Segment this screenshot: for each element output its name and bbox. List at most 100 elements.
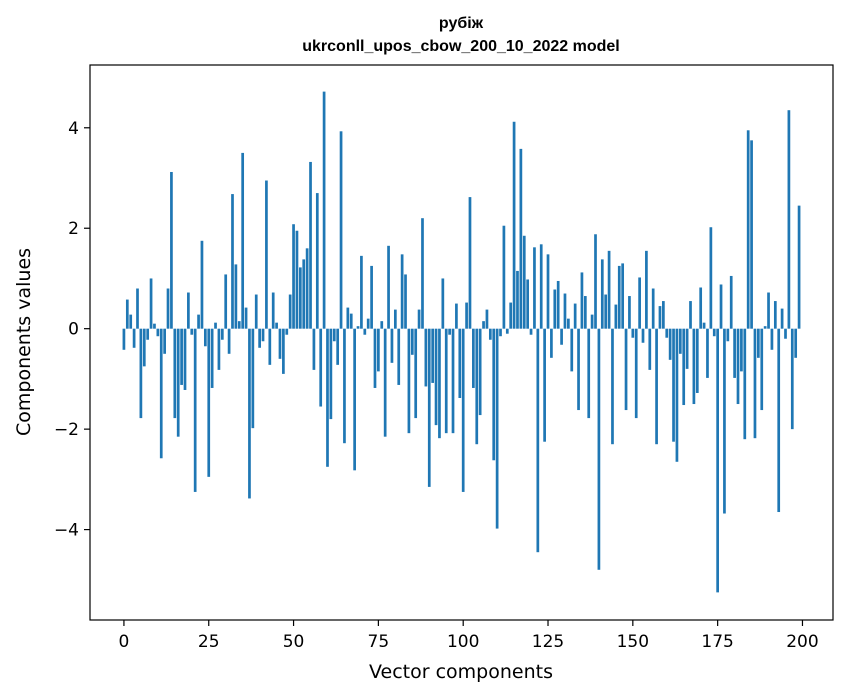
- bar-181: [736, 328, 740, 405]
- bar-108: [488, 328, 492, 340]
- bar-75: [377, 328, 380, 372]
- bar-184: [746, 130, 750, 329]
- bar-42: [265, 180, 268, 329]
- bar-51: [295, 230, 299, 329]
- bar-126: [550, 328, 553, 358]
- y-tick-label: 2: [68, 219, 79, 239]
- bar-178: [726, 328, 730, 342]
- bar-89: [424, 328, 428, 387]
- bar-93: [438, 328, 441, 439]
- axis-ticks: 0 25 50 75 100 125 150 175 200 −4 −2 0 2 4: [54, 119, 819, 652]
- bar-48: [285, 328, 289, 335]
- chart-title: рубіж: [439, 15, 484, 32]
- bar-26: [210, 328, 214, 388]
- bar-53: [302, 259, 306, 329]
- bar-187: [757, 328, 760, 358]
- chart-subtitle: ukrconll_upos_cbow_200_10_2022 model: [302, 38, 619, 55]
- bar-72: [366, 318, 370, 329]
- bar-62: [332, 328, 336, 342]
- bar-25: [207, 328, 211, 477]
- bar-147: [621, 263, 625, 329]
- bar-52: [298, 267, 302, 329]
- bar-114: [509, 302, 513, 329]
- bar-106: [482, 321, 485, 329]
- bar-185: [750, 140, 753, 329]
- bar-39: [254, 294, 258, 329]
- bar-63: [336, 328, 340, 365]
- bar-159: [662, 301, 665, 329]
- bar-136: [583, 296, 587, 329]
- bar-162: [672, 328, 675, 442]
- bar-29: [220, 328, 224, 340]
- x-tick-label: 175: [701, 632, 733, 652]
- bar-13: [166, 288, 170, 329]
- bar-125: [546, 254, 550, 329]
- bar-76: [380, 321, 384, 329]
- bar-21: [193, 328, 197, 492]
- bar-3: [132, 328, 136, 348]
- bar-12: [163, 328, 166, 354]
- bar-15: [173, 328, 177, 419]
- bar-190: [767, 292, 770, 329]
- bar-5: [139, 328, 143, 419]
- bar-145: [614, 304, 618, 329]
- bar-156: [651, 288, 655, 329]
- bar-172: [706, 328, 709, 378]
- bar-34: [237, 321, 241, 329]
- x-tick-label: 50: [283, 632, 305, 652]
- bar-61: [329, 328, 333, 420]
- bar-152: [638, 277, 641, 329]
- bar-115: [512, 121, 516, 329]
- bar-102: [468, 197, 472, 329]
- bar-30: [224, 274, 228, 329]
- bar-168: [692, 328, 696, 405]
- bar-55: [309, 161, 312, 329]
- bar-116: [516, 270, 519, 329]
- bar-129: [560, 328, 563, 345]
- bar-150: [631, 328, 635, 338]
- bar-49: [288, 294, 292, 329]
- bar-54: [305, 248, 309, 329]
- bar-83: [404, 274, 407, 329]
- bar-135: [580, 272, 584, 329]
- bar-92: [434, 328, 438, 426]
- bar-189: [763, 326, 767, 329]
- bar-124: [543, 328, 546, 442]
- bar-68: [353, 328, 356, 471]
- bar-67: [349, 313, 353, 329]
- bar-154: [645, 250, 648, 329]
- bar-153: [641, 328, 645, 343]
- bar-104: [475, 328, 479, 445]
- bar-44: [271, 292, 275, 329]
- bar-177: [723, 328, 726, 514]
- bar-38: [251, 328, 255, 429]
- bar-171: [702, 322, 706, 329]
- bar-131: [567, 318, 570, 329]
- bar-79: [390, 328, 394, 363]
- bar-59: [322, 91, 326, 329]
- bar-134: [577, 328, 580, 411]
- bar-191: [770, 328, 774, 350]
- bar-16: [176, 328, 180, 437]
- bar-64: [339, 131, 343, 329]
- x-axis-label: Vector components: [369, 661, 553, 683]
- bar-169: [695, 328, 699, 393]
- bar-170: [699, 287, 703, 329]
- bar-180: [733, 328, 736, 378]
- y-tick-label: −2: [54, 420, 79, 440]
- bar-84: [407, 328, 411, 434]
- bar-100: [461, 328, 465, 492]
- bar-196: [787, 110, 791, 329]
- bar-103: [472, 328, 475, 388]
- bar-146: [617, 265, 621, 329]
- bar-4: [136, 288, 139, 329]
- bar-121: [533, 247, 536, 329]
- x-tick-label: 150: [617, 632, 649, 652]
- bar-101: [465, 302, 468, 329]
- bar-66: [346, 307, 350, 329]
- bar-86: [414, 328, 418, 419]
- bar-155: [648, 328, 652, 370]
- bar-87: [417, 309, 421, 329]
- bar-20: [190, 328, 194, 335]
- bar-8: [149, 278, 153, 329]
